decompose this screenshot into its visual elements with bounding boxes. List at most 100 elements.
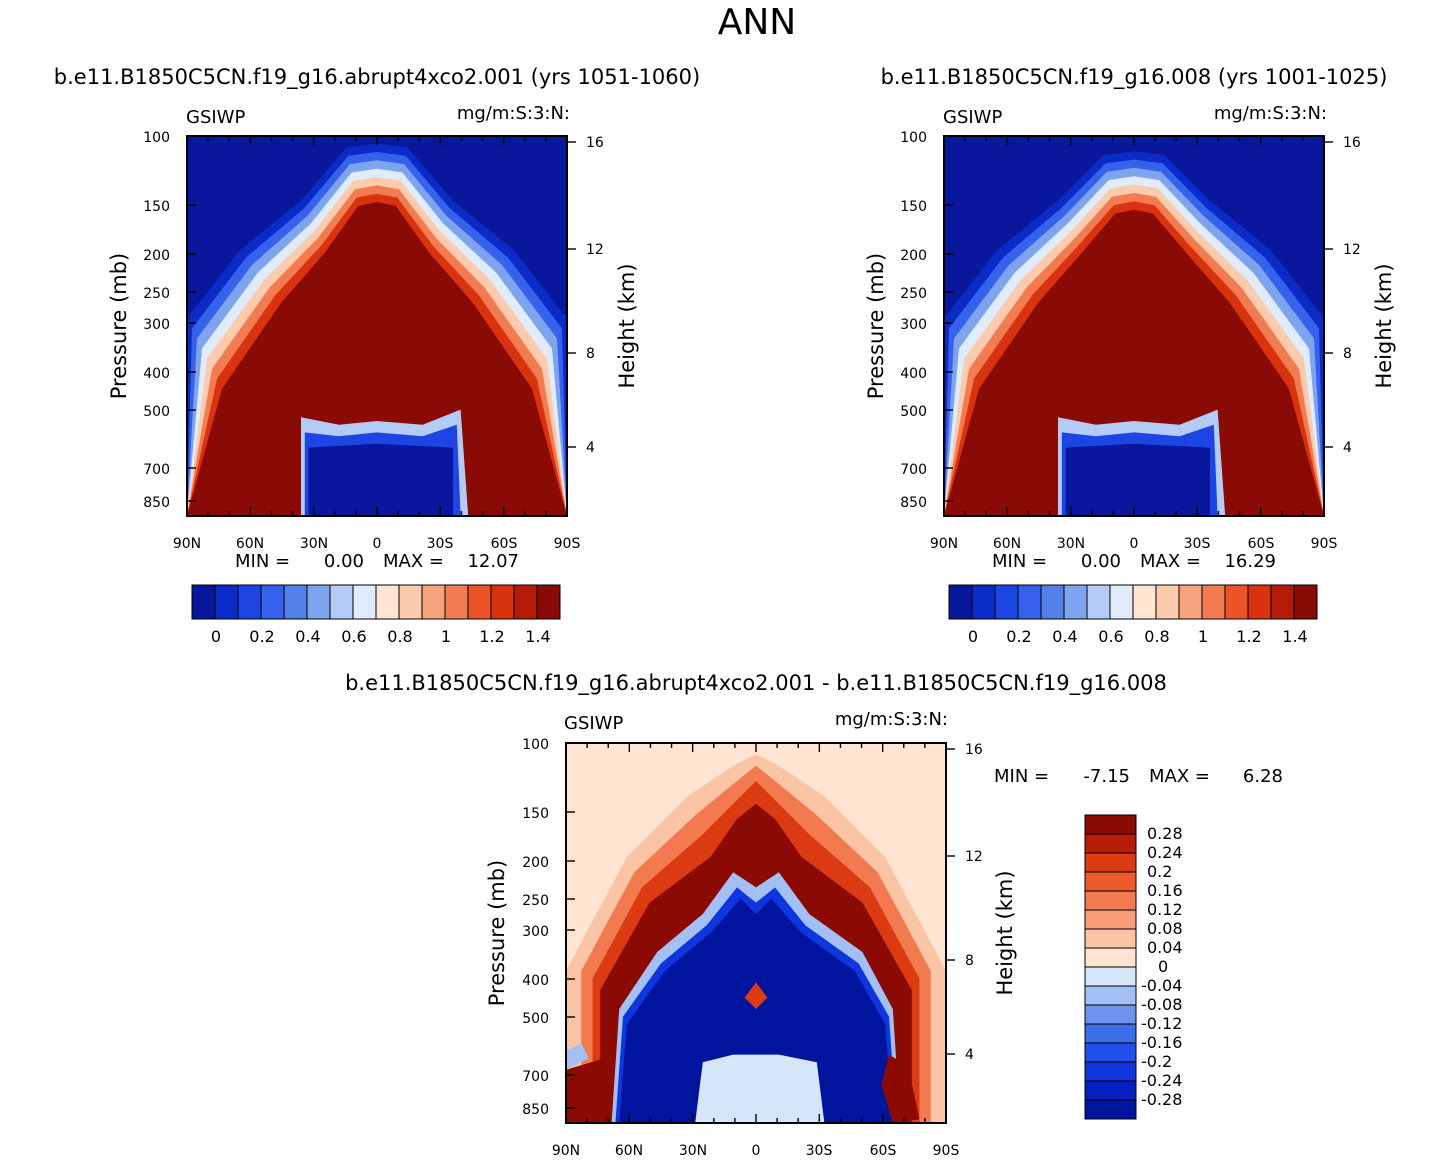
colorbar-swatch <box>1084 814 1137 835</box>
panel-2-ytick-label: 200 <box>900 248 927 264</box>
colorbar-swatch <box>536 584 561 620</box>
panel-1-colorbar <box>191 584 561 620</box>
panel-2-min-label: MIN = <box>992 551 1047 572</box>
panel-3-xtick-label: 30S <box>806 1143 833 1159</box>
panel-2-xtick-label: 60S <box>1248 536 1275 552</box>
panel-2-colorbar-label: 0 <box>968 627 978 646</box>
panel-1-max-value: 12.07 <box>467 551 519 572</box>
panel-2-right-tick-label: 12 <box>1343 242 1361 258</box>
panel-2-ytick-label: 250 <box>900 286 927 302</box>
colorbar-swatch <box>214 584 239 620</box>
panel-1-ytick-label: 100 <box>143 130 170 146</box>
colorbar-swatch <box>1201 584 1226 620</box>
panel-2-right-tick-label: 8 <box>1343 346 1352 362</box>
panel-1-ytick-label: 700 <box>143 462 170 478</box>
panel-3-colorbar-label: 0.12 <box>1147 900 1183 919</box>
panel-2-xtick-label: 90N <box>930 536 958 552</box>
panel-2-max-value: 16.29 <box>1224 551 1276 572</box>
panel-1-ytick-label: 250 <box>143 286 170 302</box>
panel-2-xtick-label: 30N <box>1057 536 1085 552</box>
panel-3-ytick-label: 250 <box>522 893 549 909</box>
panel-2-colorbar-label: 1.2 <box>1236 627 1261 646</box>
colorbar-swatch <box>513 584 538 620</box>
panel-2-units: mg/m:S:3:N: <box>1214 103 1327 124</box>
panel-2-subtitle: b.e11.B1850C5CN.f19_g16.008 (yrs 1001-10… <box>881 65 1388 90</box>
panel-3-xtick-label: 30N <box>679 1143 707 1159</box>
colorbar-swatch <box>1084 1042 1137 1063</box>
panel-2-colorbar-label: 0.8 <box>1144 627 1169 646</box>
colorbar-swatch <box>1132 584 1157 620</box>
panel-2-variable: GSIWP <box>943 107 1002 128</box>
panel-3-ylabel-right: Height (km) <box>993 870 1017 995</box>
panel-3-colorbar-label: 0.2 <box>1147 862 1172 881</box>
panel-1-ytick-label: 500 <box>143 404 170 420</box>
colorbar-swatch <box>260 584 285 620</box>
panel-1-xtick-label: 30S <box>427 536 454 552</box>
panel-1-colorbar-label: 0.8 <box>387 627 412 646</box>
contour-band <box>187 202 567 516</box>
panel-3-field <box>566 743 946 1123</box>
panel-3-ytick-label: 850 <box>522 1102 549 1118</box>
colorbar-swatch <box>1084 1080 1137 1101</box>
panel-3: b.e11.B1850C5CN.f19_g16.abrupt4xco2.001 … <box>345 671 1283 1159</box>
panel-3-colorbar-label: -0.24 <box>1141 1071 1182 1090</box>
panel-1-colorbar-label: 0.2 <box>249 627 274 646</box>
colorbar-swatch <box>398 584 423 620</box>
panel-3-ytick-label: 100 <box>522 737 549 753</box>
panel-1-xtick-label: 60N <box>236 536 264 552</box>
panel-1-field <box>187 136 567 517</box>
panel-3-colorbar-label: 0.04 <box>1147 938 1183 957</box>
colorbar-swatch <box>1086 584 1111 620</box>
colorbar-swatch <box>994 584 1019 620</box>
colorbar-swatch <box>467 584 492 620</box>
panel-3-subtitle: b.e11.B1850C5CN.f19_g16.abrupt4xco2.001 … <box>345 671 1167 696</box>
colorbar-swatch <box>1084 909 1137 930</box>
colorbar-swatch <box>1084 871 1137 892</box>
panel-2-ytick-label: 150 <box>900 199 927 215</box>
colorbar-swatch <box>490 584 515 620</box>
panel-1-colorbar-label: 1.2 <box>479 627 504 646</box>
colorbar-swatch <box>1084 890 1137 911</box>
panel-1-ticks <box>186 135 576 516</box>
panel-2-right-tick-label: 4 <box>1343 440 1352 456</box>
panel-2-ylabel: Pressure (mb) <box>864 253 888 400</box>
colorbar-swatch <box>306 584 331 620</box>
panel-1-xtick-label: 60S <box>491 536 518 552</box>
panel-1-ytick-label: 400 <box>143 366 170 382</box>
panel-3-colorbar-label: -0.16 <box>1141 1033 1182 1052</box>
panel-1-min-value: 0.00 <box>324 551 364 572</box>
panel-3-xtick-label: 90N <box>552 1143 580 1159</box>
panel-3-colorbar-label: -0.28 <box>1141 1090 1182 1109</box>
panel-2-ytick-label: 100 <box>900 130 927 146</box>
colorbar-swatch <box>948 584 973 620</box>
panel-3-right-tick-label: 12 <box>965 849 983 865</box>
panel-3-colorbar-label: -0.04 <box>1141 976 1182 995</box>
panel-1-colorbar-label: 1 <box>441 627 451 646</box>
panel-3-xtick-label: 60S <box>870 1143 897 1159</box>
panel-3-ytick-label: 150 <box>522 806 549 822</box>
panel-3-colorbar <box>1084 814 1137 1120</box>
contour-band <box>566 1043 589 1070</box>
panel-2-colorbar-label: 1 <box>1198 627 1208 646</box>
panel-1-right-tick-label: 16 <box>586 135 604 151</box>
panel-3-max-value: 6.28 <box>1243 766 1283 787</box>
panel-1-xtick-label: 30N <box>300 536 328 552</box>
panel-1-right-tick-label: 12 <box>586 242 604 258</box>
colorbar-swatch <box>375 584 400 620</box>
panel-2-ylabel-right: Height (km) <box>1372 263 1396 388</box>
panel-1-colorbar-label: 0.4 <box>295 627 320 646</box>
colorbar-swatch <box>1084 947 1137 968</box>
panel-1-xtick-label: 90N <box>173 536 201 552</box>
panel-3-ytick-label: 500 <box>522 1011 549 1027</box>
panel-3-ticks <box>565 742 955 1123</box>
panel-3-colorbar-label: 0 <box>1158 957 1168 976</box>
panel-1-ytick-label: 200 <box>143 248 170 264</box>
panel-3-xtick-label: 0 <box>752 1143 761 1159</box>
panel-2-colorbar-label: 1.4 <box>1282 627 1307 646</box>
panel-1-min-label: MIN = <box>235 551 290 572</box>
panel-1-ylabel-right: Height (km) <box>615 263 639 388</box>
panel-3-xtick-label: 90S <box>933 1143 960 1159</box>
panel-3-min-value: -7.15 <box>1083 766 1130 787</box>
panel-3-units: mg/m:S:3:N: <box>835 709 948 730</box>
panel-1-variable: GSIWP <box>186 107 245 128</box>
